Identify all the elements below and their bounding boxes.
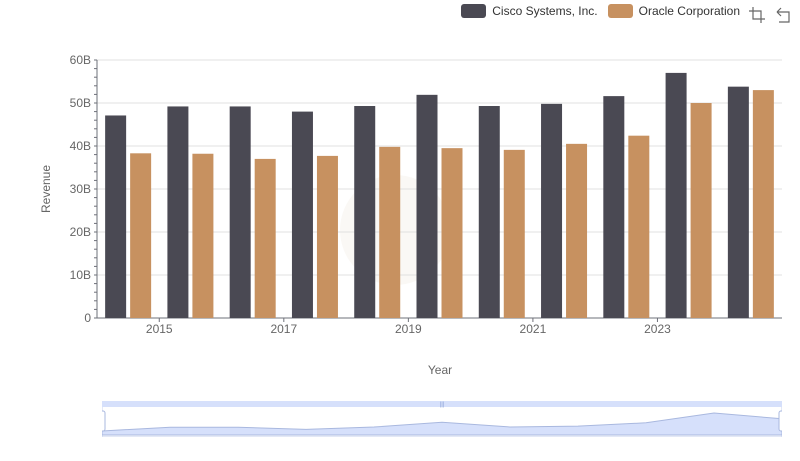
y-tick-label: 20B [70, 225, 91, 239]
bar-cisco-2016[interactable] [229, 106, 251, 318]
bar-cisco-2024[interactable] [727, 86, 749, 318]
legend-item-cisco[interactable]: Cisco Systems, Inc. [461, 4, 598, 18]
y-tick-label: 0 [84, 311, 91, 325]
x-tick-label: 2023 [644, 322, 671, 336]
legend-label-cisco: Cisco Systems, Inc. [492, 4, 598, 18]
bar-cisco-2014[interactable] [105, 115, 127, 318]
bar-oracle-2020[interactable] [503, 149, 525, 318]
y-tick-label: 50B [70, 96, 91, 110]
zoom-top-bar [102, 401, 782, 407]
zoom-preview-area [102, 412, 782, 436]
legend-label-oracle: Oracle Corporation [638, 4, 740, 18]
zoom-grip-icon[interactable]: ||| [440, 402, 445, 408]
y-tick-label: 30B [70, 182, 91, 196]
zoom-handle-left[interactable] [102, 410, 106, 432]
bar-cisco-2021[interactable] [541, 103, 563, 318]
y-tick-label: 10B [70, 268, 91, 282]
bar-cisco-2015[interactable] [167, 106, 189, 318]
legend-item-oracle[interactable]: Oracle Corporation [607, 4, 740, 18]
x-tick-label: 2015 [146, 322, 173, 336]
x-axis-label: Year [428, 363, 452, 377]
bar-oracle-2022[interactable] [628, 135, 650, 318]
bar-cisco-2018[interactable] [354, 106, 376, 318]
bar-cisco-2023[interactable] [665, 72, 687, 319]
bar-oracle-2023[interactable] [690, 103, 712, 318]
legend: Cisco Systems, Inc. Oracle Corporation [461, 4, 740, 18]
bar-oracle-2015[interactable] [192, 153, 214, 318]
bar-oracle-2024[interactable] [752, 90, 774, 318]
zoom-handle-right[interactable] [778, 410, 782, 432]
bar-oracle-2014[interactable] [130, 153, 152, 318]
toolbox [748, 6, 792, 24]
restore-icon[interactable] [774, 6, 792, 24]
legend-swatch-cisco [461, 4, 487, 18]
bar-oracle-2019[interactable] [441, 148, 463, 318]
x-tick-label: 2017 [270, 322, 297, 336]
bar-oracle-2017[interactable] [316, 155, 338, 318]
axes: 0 10B 20B 30B 40B 50B 60B 2015 2017 2019 2021 2023 [70, 53, 671, 336]
zoom-select-icon[interactable] [748, 6, 766, 24]
legend-swatch-oracle [607, 4, 633, 18]
y-axis-label: Revenue [39, 165, 53, 213]
x-tick-label: 2019 [395, 322, 422, 336]
x-tick-label: 2021 [520, 322, 547, 336]
bar-cisco-2019[interactable] [416, 94, 438, 318]
bars [105, 72, 774, 319]
bar-oracle-2016[interactable] [254, 158, 276, 318]
y-tick-label: 60B [70, 53, 91, 67]
data-zoom-slider[interactable]: ||| [102, 401, 782, 437]
bar-oracle-2021[interactable] [566, 143, 588, 318]
bar-cisco-2022[interactable] [603, 96, 625, 319]
bar-cisco-2017[interactable] [291, 111, 313, 318]
y-tick-label: 40B [70, 139, 91, 153]
bar-cisco-2020[interactable] [478, 106, 500, 318]
bar-oracle-2018[interactable] [379, 146, 401, 318]
